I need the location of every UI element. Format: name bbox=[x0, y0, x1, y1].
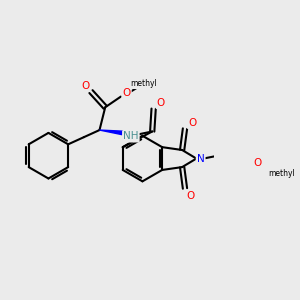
Text: methyl: methyl bbox=[268, 169, 295, 178]
Text: O: O bbox=[81, 81, 89, 91]
Polygon shape bbox=[100, 130, 122, 135]
Text: O: O bbox=[122, 88, 131, 98]
Text: N: N bbox=[197, 154, 205, 164]
Text: O: O bbox=[157, 98, 165, 108]
Text: O: O bbox=[188, 118, 196, 128]
Text: O: O bbox=[187, 190, 195, 201]
Text: NH: NH bbox=[123, 131, 139, 142]
Text: methyl: methyl bbox=[130, 79, 157, 88]
Text: O: O bbox=[254, 158, 262, 168]
